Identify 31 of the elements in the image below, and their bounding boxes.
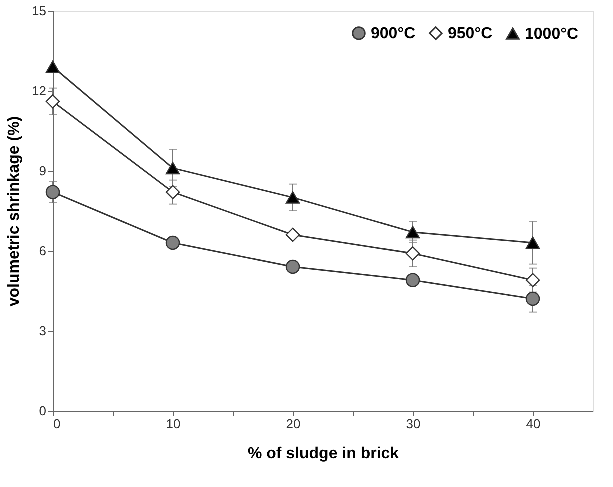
point xyxy=(166,162,180,175)
y-tick-label: 15 xyxy=(32,4,46,18)
x-tick-label: 0 xyxy=(54,416,61,432)
x-tick-label: 30 xyxy=(406,416,421,432)
y-tick-label: 0 xyxy=(39,404,46,418)
point xyxy=(406,273,420,288)
legend-label: 950°C xyxy=(448,25,494,42)
point xyxy=(286,191,300,204)
point xyxy=(46,185,60,200)
y-tick-label: 3 xyxy=(39,324,46,338)
x-axis-title: % of sludge in brick xyxy=(248,446,400,462)
point xyxy=(166,236,180,250)
point xyxy=(526,292,540,306)
point xyxy=(286,228,300,242)
legend-label: 900°C xyxy=(371,25,416,42)
x-tick-label: 40 xyxy=(526,416,541,432)
point xyxy=(526,236,540,250)
point xyxy=(286,260,300,274)
y-tick-label: 9 xyxy=(39,164,46,178)
point xyxy=(46,94,60,109)
point xyxy=(406,226,420,239)
point xyxy=(406,246,420,261)
legend-label: 1000°C xyxy=(525,26,579,43)
x-tick-label: 10 xyxy=(166,416,181,432)
y-axis-title: volumetric shrinkage (%) xyxy=(6,116,24,307)
y-tick-label: 12 xyxy=(32,84,46,98)
point xyxy=(526,273,540,288)
y-tick-label: 6 xyxy=(39,244,46,258)
point xyxy=(166,185,180,200)
x-tick-label: 20 xyxy=(286,416,301,432)
point xyxy=(46,60,60,74)
